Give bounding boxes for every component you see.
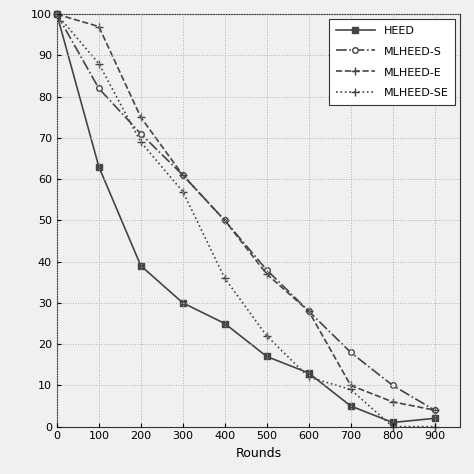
- MLHEED-S: [306, 308, 311, 314]
- MLHEED-S: [390, 383, 395, 388]
- MLHEED-SE: [306, 374, 311, 380]
- MLHEED-E: [54, 11, 60, 17]
- Line: MLHEED-S: MLHEED-S: [54, 11, 438, 413]
- HEED: [222, 320, 228, 326]
- Legend: HEED, MLHEED-S, MLHEED-E, MLHEED-SE: HEED, MLHEED-S, MLHEED-E, MLHEED-SE: [329, 18, 456, 105]
- MLHEED-SE: [96, 61, 102, 66]
- MLHEED-S: [180, 172, 186, 178]
- MLHEED-SE: [432, 424, 438, 429]
- MLHEED-E: [96, 24, 102, 29]
- MLHEED-SE: [222, 275, 228, 281]
- HEED: [306, 370, 311, 376]
- MLHEED-E: [222, 218, 228, 223]
- MLHEED-E: [306, 308, 311, 314]
- Line: MLHEED-E: MLHEED-E: [53, 10, 439, 414]
- MLHEED-S: [264, 267, 270, 273]
- HEED: [180, 300, 186, 306]
- MLHEED-S: [432, 407, 438, 413]
- MLHEED-E: [348, 383, 354, 388]
- MLHEED-SE: [138, 139, 144, 145]
- HEED: [96, 164, 102, 170]
- MLHEED-S: [138, 131, 144, 137]
- MLHEED-S: [96, 86, 102, 91]
- Line: HEED: HEED: [54, 11, 438, 425]
- MLHEED-E: [264, 271, 270, 277]
- Line: MLHEED-SE: MLHEED-SE: [53, 10, 439, 431]
- MLHEED-E: [390, 399, 395, 405]
- X-axis label: Rounds: Rounds: [235, 447, 282, 460]
- MLHEED-SE: [54, 11, 60, 17]
- MLHEED-S: [54, 11, 60, 17]
- HEED: [390, 419, 395, 425]
- HEED: [264, 354, 270, 359]
- MLHEED-SE: [390, 424, 395, 429]
- HEED: [54, 11, 60, 17]
- HEED: [138, 263, 144, 269]
- HEED: [348, 403, 354, 409]
- HEED: [432, 416, 438, 421]
- MLHEED-SE: [180, 189, 186, 194]
- MLHEED-E: [138, 115, 144, 120]
- MLHEED-S: [348, 349, 354, 355]
- MLHEED-E: [432, 407, 438, 413]
- MLHEED-E: [180, 172, 186, 178]
- MLHEED-SE: [264, 333, 270, 339]
- MLHEED-SE: [348, 387, 354, 392]
- MLHEED-S: [222, 218, 228, 223]
